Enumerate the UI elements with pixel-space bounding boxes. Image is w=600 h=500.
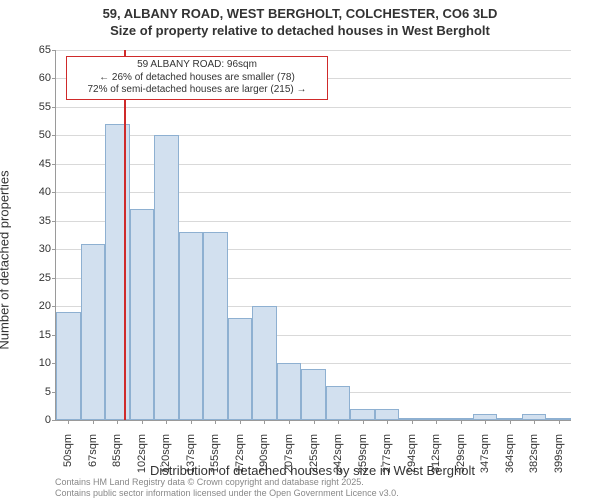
title-line-2: Size of property relative to detached ho…	[0, 23, 600, 40]
y-tick-label: 35	[23, 215, 51, 227]
histogram-bar	[228, 318, 253, 420]
gridline	[56, 192, 571, 193]
x-tick	[289, 420, 290, 424]
y-tick-label: 5	[23, 386, 51, 398]
chart-container: Number of detached properties 0510152025…	[0, 40, 600, 480]
x-tick	[387, 420, 388, 424]
x-tick	[68, 420, 69, 424]
annotation-box: 59 ALBANY ROAD: 96sqm← 26% of detached h…	[66, 56, 328, 100]
y-tick-label: 55	[23, 101, 51, 113]
y-tick-label: 65	[23, 44, 51, 56]
title-line-1: 59, ALBANY ROAD, WEST BERGHOLT, COLCHEST…	[0, 6, 600, 23]
y-tick-label: 0	[23, 414, 51, 426]
y-tick	[52, 221, 56, 222]
x-tick	[412, 420, 413, 424]
y-tick-label: 40	[23, 186, 51, 198]
plot-area: 0510152025303540455055606550sqm67sqm85sq…	[55, 50, 571, 421]
y-tick	[52, 278, 56, 279]
histogram-bar	[154, 135, 179, 420]
x-tick	[510, 420, 511, 424]
x-tick	[559, 420, 560, 424]
x-tick	[215, 420, 216, 424]
histogram-bar	[326, 386, 351, 420]
y-tick	[52, 249, 56, 250]
x-tick	[314, 420, 315, 424]
footer-attribution: Contains HM Land Registry data © Crown c…	[55, 477, 399, 499]
x-tick	[338, 420, 339, 424]
footer-line-1: Contains HM Land Registry data © Crown c…	[55, 477, 399, 488]
x-tick	[461, 420, 462, 424]
x-tick	[166, 420, 167, 424]
y-axis-label: Number of detached properties	[0, 170, 12, 349]
gridline	[56, 135, 571, 136]
x-tick	[485, 420, 486, 424]
x-tick	[240, 420, 241, 424]
gridline	[56, 50, 571, 51]
y-tick	[52, 306, 56, 307]
y-tick	[52, 135, 56, 136]
gridline	[56, 107, 571, 108]
gridline	[56, 164, 571, 165]
y-tick	[52, 50, 56, 51]
annotation-line: 59 ALBANY ROAD: 96sqm	[71, 59, 323, 72]
histogram-bar	[277, 363, 302, 420]
footer-line-2: Contains public sector information licen…	[55, 488, 399, 499]
x-tick	[264, 420, 265, 424]
y-tick	[52, 420, 56, 421]
annotation-line: 72% of semi-detached houses are larger (…	[71, 84, 323, 97]
histogram-bar	[81, 244, 106, 420]
annotation-line: ← 26% of detached houses are smaller (78…	[71, 72, 323, 85]
x-tick	[534, 420, 535, 424]
y-tick-label: 60	[23, 72, 51, 84]
y-tick-label: 25	[23, 272, 51, 284]
x-axis-label: Distribution of detached houses by size …	[55, 463, 570, 478]
histogram-bar	[375, 409, 400, 420]
y-tick-label: 30	[23, 243, 51, 255]
y-tick-label: 10	[23, 357, 51, 369]
histogram-bar	[301, 369, 326, 420]
x-tick	[93, 420, 94, 424]
y-tick-label: 15	[23, 329, 51, 341]
y-tick-label: 50	[23, 129, 51, 141]
x-tick	[363, 420, 364, 424]
histogram-bar	[130, 209, 155, 420]
x-tick	[117, 420, 118, 424]
histogram-bar	[203, 232, 228, 420]
y-tick-label: 45	[23, 158, 51, 170]
property-marker-line	[124, 50, 126, 420]
histogram-bar	[350, 409, 375, 420]
x-tick	[191, 420, 192, 424]
histogram-bar	[252, 306, 277, 420]
y-tick	[52, 78, 56, 79]
y-tick	[52, 164, 56, 165]
x-tick	[142, 420, 143, 424]
histogram-bar	[179, 232, 204, 420]
y-tick	[52, 192, 56, 193]
histogram-bar	[56, 312, 81, 420]
y-tick	[52, 107, 56, 108]
x-tick	[436, 420, 437, 424]
y-tick-label: 20	[23, 300, 51, 312]
